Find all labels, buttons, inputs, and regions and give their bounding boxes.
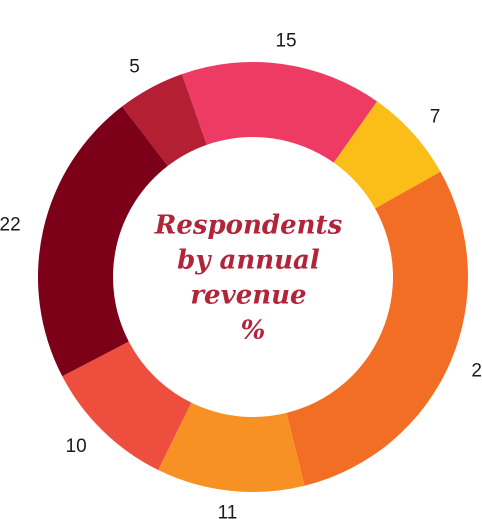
center-title-line: by annual [177,246,320,276]
slice-value-label: 10 [66,436,87,457]
donut-slice [181,61,378,163]
donut-slice [62,341,192,470]
slice-value-label: 11 [218,503,238,519]
slice-value-label: 15 [275,30,296,51]
slice-value-label: 5 [129,57,140,78]
slice-value-label: 22 [0,214,21,235]
donut-slice [37,106,168,377]
center-title-line: Respondents [154,211,343,241]
donut-slices [37,61,468,492]
donut-slice [158,402,305,492]
slice-labels: 15 7 29 11 10 22 5 [0,30,482,519]
chart-center-title: Respondents by annual revenue % [154,211,352,346]
donut-slice [122,74,207,166]
center-title-line: revenue [190,281,306,311]
slice-value-label: 7 [430,107,441,128]
donut-slice [333,101,441,209]
center-title-line: % [241,316,266,346]
donut-slice [286,171,468,486]
slice-value-label: 29 [471,361,482,382]
